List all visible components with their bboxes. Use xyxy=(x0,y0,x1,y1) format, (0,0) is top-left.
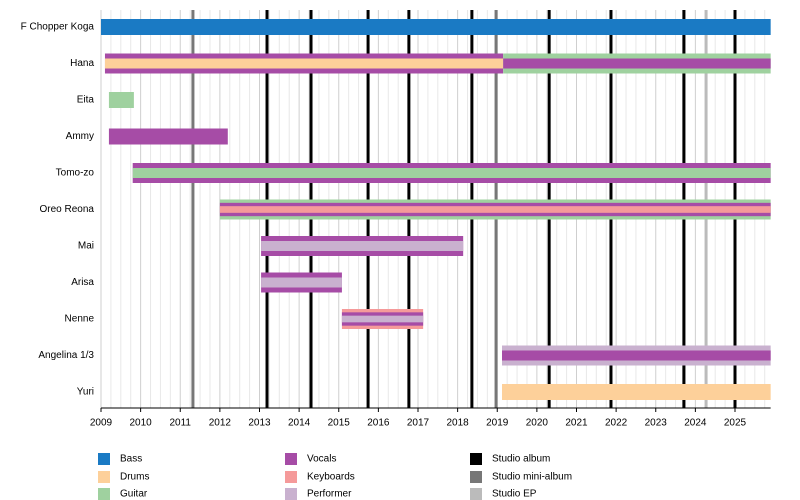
x-tick-label: 2022 xyxy=(605,418,628,429)
member-name: Nenne xyxy=(65,314,95,325)
member-bar xyxy=(219,206,771,213)
legend-swatch xyxy=(285,453,297,465)
x-tick-label: 2016 xyxy=(367,418,390,429)
legend-label: Studio EP xyxy=(492,489,537,500)
member-name: Mai xyxy=(78,241,94,252)
member-name: Yuri xyxy=(77,387,94,398)
legend-swatch xyxy=(285,471,297,483)
member-bar xyxy=(341,315,424,323)
legend-swatch xyxy=(470,471,482,483)
legend-swatch xyxy=(98,453,110,465)
member-name: Ammy xyxy=(66,131,94,142)
x-tick-label: 2013 xyxy=(248,418,271,429)
x-tick-label: 2014 xyxy=(288,418,311,429)
x-tick-label: 2012 xyxy=(209,418,232,429)
member-name: Hana xyxy=(70,58,94,69)
member-bar xyxy=(261,241,464,251)
x-tick-label: 2011 xyxy=(169,418,191,429)
legend-label: Studio mini-album xyxy=(492,472,572,483)
member-name: Angelina 1/3 xyxy=(38,350,94,361)
legend-label: Studio album xyxy=(492,454,550,465)
member-name: Eita xyxy=(77,95,95,106)
member-bar xyxy=(108,128,228,145)
x-tick-label: 2021 xyxy=(565,418,588,429)
member-name: F Chopper Koga xyxy=(21,22,95,33)
x-tick-label: 2018 xyxy=(447,418,470,429)
x-tick-label: 2020 xyxy=(526,418,549,429)
x-tick-label: 2017 xyxy=(407,418,430,429)
legend-swatch xyxy=(470,453,482,465)
member-bar xyxy=(101,19,771,35)
x-tick-label: 2024 xyxy=(684,418,707,429)
x-tick-label: 2015 xyxy=(328,418,351,429)
member-name: Oreo Reona xyxy=(40,204,95,215)
legend-label: Drums xyxy=(120,472,149,483)
x-tick-label: 2025 xyxy=(724,418,747,429)
member-bar xyxy=(261,277,342,288)
legend-label: Vocals xyxy=(307,454,336,465)
legend-swatch xyxy=(285,488,297,500)
legend-label: Bass xyxy=(120,454,142,465)
x-tick-label: 2023 xyxy=(645,418,668,429)
legend-label: Guitar xyxy=(120,489,148,500)
legend-label: Performer xyxy=(307,489,352,500)
x-tick-label: 2009 xyxy=(90,418,113,429)
member-name: Tomo-zo xyxy=(56,168,95,179)
member-bar xyxy=(108,92,134,108)
legend-swatch xyxy=(98,471,110,483)
legend-label: Keyboards xyxy=(307,472,355,483)
x-tick-label: 2010 xyxy=(130,418,153,429)
x-tick-label: 2019 xyxy=(486,418,509,429)
legend-swatch xyxy=(98,488,110,500)
member-bar xyxy=(104,58,504,69)
member-bar xyxy=(503,58,771,69)
member-bar xyxy=(502,350,771,361)
member-bar xyxy=(502,384,771,400)
member-name: Arisa xyxy=(71,277,94,288)
legend-swatch xyxy=(470,488,482,500)
member-bar xyxy=(132,168,771,178)
